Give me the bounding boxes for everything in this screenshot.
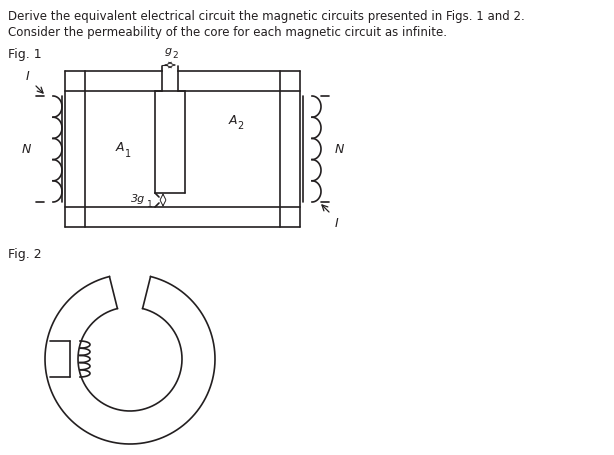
Text: N: N [335,143,344,156]
Text: N: N [21,143,31,156]
Text: I: I [26,70,30,83]
Text: A: A [116,141,124,154]
Text: Fig. 1: Fig. 1 [8,48,42,61]
Text: Consider the permeability of the core for each magnetic circuit as infinite.: Consider the permeability of the core fo… [8,26,447,39]
Text: 2: 2 [238,121,244,131]
Text: Derive the equivalent electrical circuit the magnetic circuits presented in Figs: Derive the equivalent electrical circuit… [8,10,525,23]
Text: I: I [335,217,339,229]
Text: 1: 1 [147,200,153,209]
Text: 1: 1 [125,149,131,159]
Text: Fig. 2: Fig. 2 [8,248,42,260]
Text: g: g [165,46,171,56]
Text: 2: 2 [172,51,178,60]
Text: 3g: 3g [131,193,145,203]
Text: A: A [228,114,237,127]
